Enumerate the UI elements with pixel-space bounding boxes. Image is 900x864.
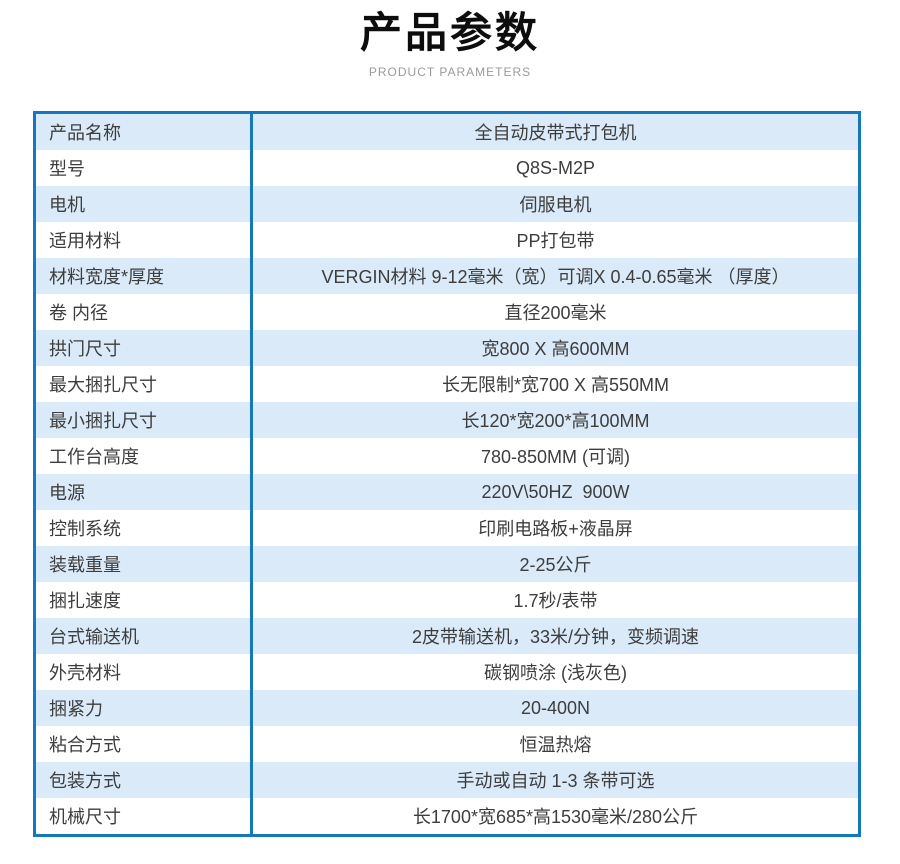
param-value: 220V\50HZ 900W [481, 481, 630, 502]
param-value: 20-400N [520, 697, 591, 718]
param-label: 最小捆扎尺寸 [36, 402, 253, 438]
param-label: 最大捆扎尺寸 [36, 366, 253, 402]
param-value: 印刷电路板+液晶屏 [478, 519, 633, 539]
param-value: VERGIN材料 9-12毫米（宽）可调X 0.4-0.65毫米 （厚度） [321, 267, 790, 287]
table-row: 控制系统 印刷电路板+液晶屏 [36, 510, 858, 546]
param-value: 780-850MM (可调) [480, 447, 631, 467]
param-value: 宽800 X 高600MM [481, 339, 630, 359]
param-label: 卷 内径 [36, 294, 253, 330]
param-label: 控制系统 [36, 510, 253, 546]
table-row: 电机 伺服电机 [36, 186, 858, 222]
param-label: 拱门尺寸 [36, 330, 253, 366]
param-value: 1.7秒/表带 [513, 591, 598, 611]
param-value: 恒温热熔 [519, 735, 592, 755]
page-subtitle: PRODUCT PARAMETERS [368, 65, 532, 80]
param-value: 碳钢喷涂 (浅灰色) [484, 663, 627, 683]
table-row: 材料宽度*厚度 VERGIN材料 9-12毫米（宽）可调X 0.4-0.65毫米 … [36, 258, 858, 294]
page-header: 产品参数 PRODUCT PARAMETERS [0, 0, 900, 79]
table-row: 最大捆扎尺寸 长无限制*宽700 X 高550MM [36, 366, 858, 402]
param-label: 电机 [36, 186, 253, 222]
param-value: 长1700*宽685*高1530毫米/280公斤 [412, 807, 699, 827]
param-label: 捆扎速度 [36, 582, 253, 618]
param-label: 包装方式 [36, 762, 253, 798]
param-value: 长120*宽200*高100MM [461, 411, 650, 431]
table-row: 最小捆扎尺寸 长120*宽200*高100MM [36, 402, 858, 438]
param-label: 外壳材料 [36, 654, 253, 690]
param-value: 2皮带输送机，33米/分钟，变频调速 [411, 627, 700, 647]
param-value: PP打包带 [516, 231, 595, 251]
param-label: 材料宽度*厚度 [36, 258, 253, 294]
table-row: 工作台高度 780-850MM (可调) [36, 438, 858, 474]
param-value: Q8S-M2P [515, 157, 596, 178]
table-row: 拱门尺寸 宽800 X 高600MM [36, 330, 858, 366]
param-value: 全自动皮带式打包机 [474, 123, 637, 143]
table-row: 台式输送机 2皮带输送机，33米/分钟，变频调速 [36, 618, 858, 654]
table-row: 粘合方式 恒温热熔 [36, 726, 858, 762]
param-value: 直径200毫米 [504, 303, 607, 323]
table-row: 卷 内径 直径200毫米 [36, 294, 858, 330]
table-row: 电源 220V\50HZ 900W [36, 474, 858, 510]
table-row: 捆紧力 20-400N [36, 690, 858, 726]
table-row: 装载重量 2-25公斤 [36, 546, 858, 582]
param-label: 粘合方式 [36, 726, 253, 762]
param-label: 适用材料 [36, 222, 253, 258]
table-row: 机械尺寸 长1700*宽685*高1530毫米/280公斤 [36, 798, 858, 834]
param-label: 电源 [36, 474, 253, 510]
param-label: 捆紧力 [36, 690, 253, 726]
param-value: 2-25公斤 [519, 555, 592, 575]
table-row: 型号 Q8S-M2P [36, 150, 858, 186]
table-row: 产品名称 全自动皮带式打包机 [36, 114, 858, 150]
table-row: 适用材料 PP打包带 [36, 222, 858, 258]
table-row: 捆扎速度 1.7秒/表带 [36, 582, 858, 618]
param-value: 长无限制*宽700 X 高550MM [441, 375, 670, 395]
param-label: 工作台高度 [36, 438, 253, 474]
param-label: 机械尺寸 [36, 798, 253, 834]
param-value: 伺服电机 [519, 195, 592, 215]
table-row: 外壳材料 碳钢喷涂 (浅灰色) [36, 654, 858, 690]
page-title: 产品参数 [359, 9, 540, 56]
param-value: 手动或自动 1-3 条带可选 [456, 771, 655, 791]
param-label: 产品名称 [36, 114, 253, 150]
spec-table: 产品名称 全自动皮带式打包机型号 Q8S-M2P 电机 伺服电机适用材料 PP打包带材料宽… [33, 111, 861, 837]
param-label: 装载重量 [36, 546, 253, 582]
table-row: 包装方式 手动或自动 1-3 条带可选 [36, 762, 858, 798]
param-label: 型号 [36, 150, 253, 186]
param-label: 台式输送机 [36, 618, 253, 654]
